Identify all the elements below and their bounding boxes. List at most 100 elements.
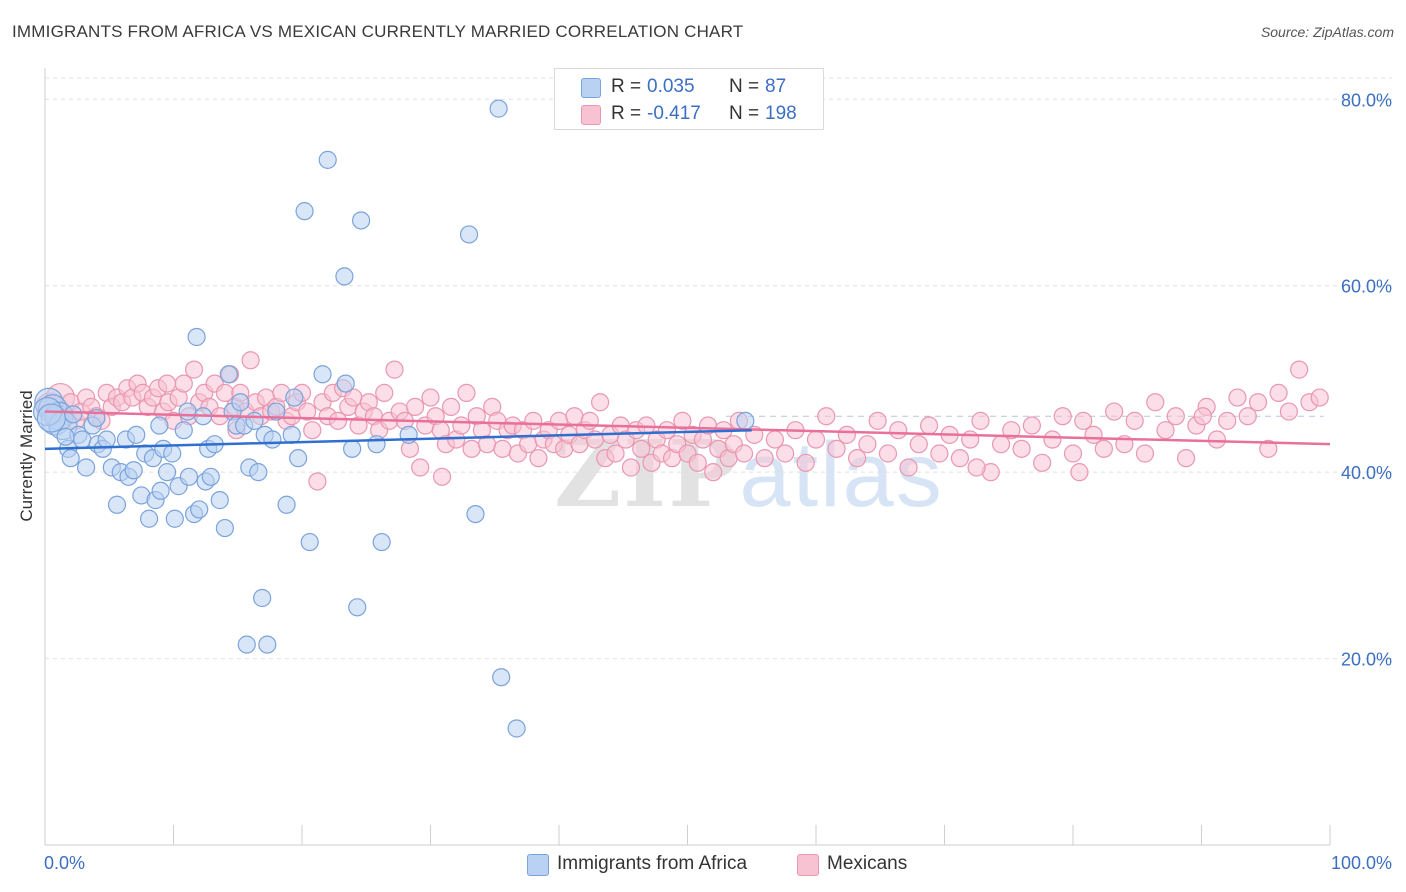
africa-r-label: R =: [611, 76, 642, 97]
africa-point: [174, 421, 193, 440]
mexican-point: [1269, 383, 1288, 403]
legend-mexican-swatch: [797, 854, 819, 876]
mexican-point: [1043, 430, 1062, 449]
africa-n-value: 87: [765, 76, 787, 97]
africa-point: [107, 495, 127, 514]
africa-point: [127, 425, 146, 444]
mexican-point: [967, 458, 986, 477]
mexican-trend-line: [44, 410, 1331, 446]
mexican-point: [1310, 388, 1329, 407]
mexican-point: [215, 383, 234, 403]
africa-point: [367, 435, 386, 454]
mexican-point: [1094, 439, 1113, 458]
mexican-point: [817, 407, 836, 426]
mexican-point: [1207, 430, 1227, 449]
mexican-point: [1084, 425, 1103, 444]
africa-point: [348, 598, 367, 617]
africa-point: [372, 532, 391, 552]
mexican-point: [858, 435, 877, 454]
mexican-point: [1193, 407, 1212, 426]
africa-point: [399, 425, 418, 444]
africa-point: [313, 365, 332, 384]
mexican-point: [991, 435, 1011, 454]
africa-point: [459, 225, 479, 244]
africa-point: [231, 393, 250, 412]
mexican-point: [765, 430, 784, 449]
mexican-point: [899, 458, 918, 477]
mexican-point: [421, 388, 440, 407]
africa-point: [56, 427, 75, 446]
mexican-point: [1070, 463, 1089, 482]
africa-point: [258, 635, 277, 654]
africa-point: [165, 509, 184, 528]
africa-point: [215, 518, 234, 538]
mexican-point: [519, 435, 538, 454]
y-tick-label: 20.0%: [1341, 650, 1392, 670]
mexican-point: [930, 444, 949, 463]
mexican-point: [1022, 416, 1041, 435]
mexican-point: [1033, 453, 1052, 472]
africa-point: [178, 402, 197, 421]
mexican-point: [806, 430, 826, 449]
x-tick-label: 100.0%: [1331, 853, 1392, 873]
mexican-point: [1002, 421, 1021, 440]
mexican-point: [549, 411, 569, 430]
africa-point: [736, 411, 755, 430]
mexican-point: [385, 360, 404, 379]
africa-point: [150, 416, 169, 435]
x-tick-label: 0.0%: [44, 853, 85, 873]
mexican-point: [441, 397, 461, 416]
mexican-point: [704, 463, 723, 482]
mexican-point: [755, 449, 774, 468]
africa-point: [219, 365, 238, 384]
africa-point: [36, 403, 67, 433]
africa-point: [187, 327, 206, 347]
mexican-point: [1012, 439, 1031, 458]
africa-point: [507, 719, 526, 738]
mexican-point: [632, 439, 651, 458]
africa-point: [343, 439, 362, 458]
chart-title: IMMIGRANTS FROM AFRICA VS MEXICAN CURREN…: [12, 22, 744, 41]
africa-point: [285, 388, 304, 407]
mexican-r-value: -0.417: [647, 103, 701, 124]
africa-point: [77, 458, 96, 477]
mexican-point: [1259, 439, 1278, 458]
mexican-r-label: R =: [611, 103, 642, 124]
legend-africa-swatch: [527, 854, 549, 876]
africa-point: [124, 461, 143, 480]
mexican-point: [157, 374, 177, 393]
mexican-point: [411, 458, 430, 477]
africa-trend-line: [44, 428, 752, 451]
mexican-point: [405, 397, 425, 416]
mexican-n-label: N =: [729, 103, 760, 124]
axes: [44, 68, 1331, 846]
africa-point: [335, 267, 354, 286]
source-label: Source: ZipAtlas.com: [1260, 24, 1394, 40]
mexican-point: [1074, 411, 1093, 430]
africa-point: [190, 500, 209, 519]
mexican-point: [565, 407, 584, 426]
mexican-point: [878, 444, 898, 463]
mexican-point: [688, 453, 707, 472]
y-tick-label: 40.0%: [1341, 463, 1392, 483]
mexican-point: [1063, 444, 1083, 463]
africa-r-value: 0.035: [647, 76, 695, 97]
africa-point: [282, 425, 301, 444]
mexican-point: [457, 383, 476, 403]
mexican-point: [1238, 407, 1257, 426]
y-tick-label: 80.0%: [1341, 90, 1392, 110]
africa-point: [466, 504, 485, 524]
mexican-point: [241, 351, 260, 370]
legend-africa-label: Immigrants from Africa: [557, 853, 748, 874]
mexican-point: [298, 402, 317, 421]
mexican-point: [1146, 393, 1165, 412]
mexican-point: [432, 467, 452, 486]
africa-point: [245, 411, 264, 430]
mexican-point: [1053, 407, 1072, 426]
mexican-point: [1218, 411, 1237, 430]
mexican-point: [657, 421, 677, 440]
africa-point: [139, 509, 159, 528]
africa-point: [318, 150, 337, 169]
mexican-point: [889, 421, 908, 440]
africa-point: [61, 449, 80, 468]
